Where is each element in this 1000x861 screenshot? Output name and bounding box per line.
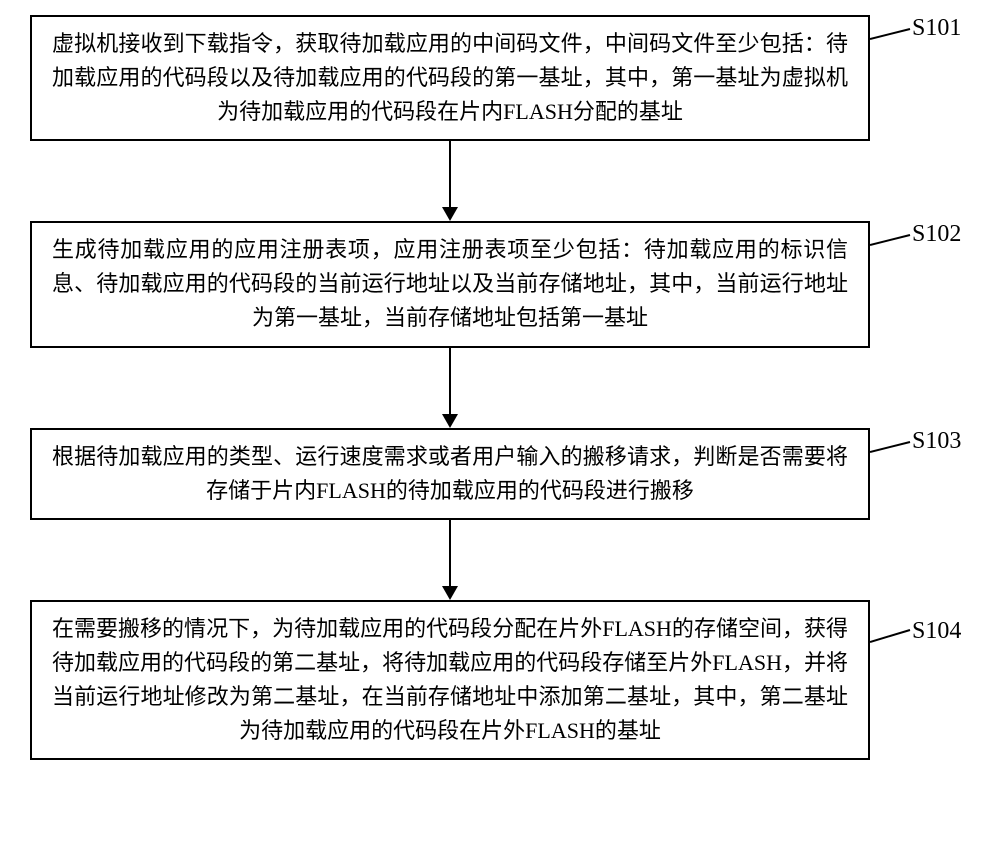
step-box-4: 在需要搬移的情况下，为待加载应用的代码段分配在片外FLASH的存储空间，获得待加… [30,600,870,760]
arrow-line [449,520,451,586]
arrow-2 [30,348,870,428]
step-box-1: 虚拟机接收到下载指令，获取待加载应用的中间码文件，中间码文件至少包括：待加载应用… [30,15,870,141]
step-row-3: 根据待加载应用的类型、运行速度需求或者用户输入的搬移请求，判断是否需要将存储于片… [30,428,970,520]
arrow-head-icon [442,586,458,600]
step-row-2: 生成待加载应用的应用注册表项，应用注册表项至少包括：待加载应用的标识信息、待加载… [30,221,970,347]
step-label-1: S101 [912,15,961,42]
flowchart-container: 虚拟机接收到下载指令，获取待加载应用的中间码文件，中间码文件至少包括：待加载应用… [30,15,970,760]
step-label-2: S102 [912,221,961,248]
step-row-1: 虚拟机接收到下载指令，获取待加载应用的中间码文件，中间码文件至少包括：待加载应用… [30,15,970,141]
step-text-4: 在需要搬移的情况下，为待加载应用的代码段分配在片外FLASH的存储空间，获得待加… [52,612,848,748]
step-row-4: 在需要搬移的情况下，为待加载应用的代码段分配在片外FLASH的存储空间，获得待加… [30,600,970,760]
arrow-3 [30,520,870,600]
step-text-2: 生成待加载应用的应用注册表项，应用注册表项至少包括：待加载应用的标识信息、待加载… [52,233,848,335]
arrow-line [449,348,451,414]
arrow-head-icon [442,414,458,428]
step-label-3: S103 [912,428,961,455]
step-text-1: 虚拟机接收到下载指令，获取待加载应用的中间码文件，中间码文件至少包括：待加载应用… [52,27,848,129]
step-label-4: S104 [912,618,961,645]
arrow-1 [30,141,870,221]
step-text-3: 根据待加载应用的类型、运行速度需求或者用户输入的搬移请求，判断是否需要将存储于片… [52,440,848,508]
step-box-2: 生成待加载应用的应用注册表项，应用注册表项至少包括：待加载应用的标识信息、待加载… [30,221,870,347]
step-box-3: 根据待加载应用的类型、运行速度需求或者用户输入的搬移请求，判断是否需要将存储于片… [30,428,870,520]
arrow-head-icon [442,207,458,221]
arrow-line [449,141,451,207]
